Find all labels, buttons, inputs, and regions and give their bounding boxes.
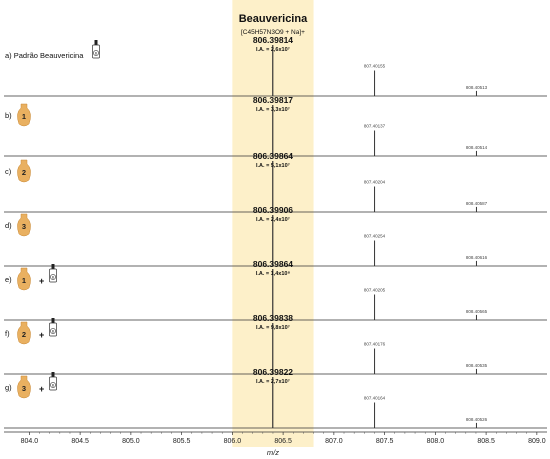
vial-cap-icon [51,318,55,323]
isotope-2-label: 808.40514 [466,145,488,150]
x-tick-label: 806.5 [274,438,292,445]
panel-label: f) [5,329,10,338]
isotope-1-label: 807.40155 [364,64,386,69]
sample-flask-icon [17,267,31,291]
panel-label: d) [5,221,12,230]
peak-mz-label: 806.39864 [253,151,293,161]
x-axis-label: m/z [267,448,279,457]
vial-label-icon [50,274,56,280]
vial-cap-icon [94,40,98,45]
isotope-2-label: 808.40535 [466,363,488,368]
sample-flask-icon [17,103,31,127]
sample-number: 3 [22,222,26,231]
x-tick-label: 808.5 [477,438,495,445]
vial-letter: B [52,384,55,388]
vial-cap-icon [51,264,55,269]
sample-number: 3 [22,384,26,393]
vial-letter: B [52,276,55,280]
peak-mz-label: 806.39906 [253,205,293,215]
panel-label: g) [5,383,12,392]
sample-number: 1 [22,276,26,285]
isotope-1-label: 807.40205 [364,288,386,293]
x-tick-label: 805.0 [122,438,140,445]
sample-flask-icon [17,213,31,237]
isotope-2-label: 808.40513 [466,85,488,90]
peak-mz-label: 806.39864 [253,259,293,269]
panel-label: c) [5,167,12,176]
x-tick-label: 807.5 [376,438,394,445]
isotope-1-label: 807.40204 [364,180,386,185]
x-tick-label: 805.5 [173,438,191,445]
isotope-1-label: 807.40164 [364,396,386,401]
sample-number: 1 [22,112,26,121]
x-tick-label: 804.0 [21,438,39,445]
vial-cap-icon [51,372,55,377]
isotope-2-label: 808.40565 [466,309,488,314]
isotope-1-label: 807.40254 [364,234,386,239]
x-tick-label: 804.5 [71,438,89,445]
x-tick-label: 809.0 [528,438,546,445]
x-tick-label: 808.0 [427,438,445,445]
peak-mz-label: 806.39822 [253,367,293,377]
intensity-label: I.A. = 3,3x10⁷ [256,107,291,113]
plus-sign: + [39,384,44,394]
peak-mz-label: 806.39817 [253,95,293,105]
vial-letter: B [95,52,98,56]
chart-title: Beauvericina [239,13,308,25]
sample-number: 2 [22,330,26,339]
isotope-1-label: 807.40176 [364,342,386,347]
sample-flask-icon [17,375,31,399]
vial-letter: B [52,330,55,334]
panel-label: e) [5,275,12,284]
plus-sign: + [39,276,44,286]
vial-label-icon [50,382,56,388]
intensity-label: I.A. = 2,7x10⁷ [256,379,291,385]
isotope-2-label: 808.40526 [466,417,488,422]
sample-flask-icon [17,159,31,183]
isotope-1-label: 807.40137 [364,124,386,129]
plus-sign: + [39,330,44,340]
peak-mz-label: 806.39838 [253,313,293,323]
vial-label-icon [93,50,99,56]
chart-subtitle: [C45H57N3O9 + Na]+ [241,29,305,36]
intensity-label: I.A. = 5,1x10⁷ [256,163,291,169]
intensity-label: I.A. = 2,4x10⁷ [256,217,291,223]
peak-mz-label: 806.39814 [253,35,293,45]
isotope-2-label: 808.40587 [466,201,488,206]
intensity-label: I.A. = 9,8x10⁷ [256,325,291,331]
intensity-label: I.A. = 2,6x10⁷ [256,47,291,53]
isotope-2-label: 808.40616 [466,255,488,260]
intensity-label: I.A. = 1,4x10⁸ [256,271,291,277]
sample-flask-icon [17,321,31,345]
vial-label-icon [50,328,56,334]
x-tick-label: 806.0 [224,438,242,445]
panel-label: a) Padrão Beauvericina [5,51,84,60]
panel-label: b) [5,111,12,120]
x-tick-label: 807.0 [325,438,343,445]
sample-number: 2 [22,168,26,177]
